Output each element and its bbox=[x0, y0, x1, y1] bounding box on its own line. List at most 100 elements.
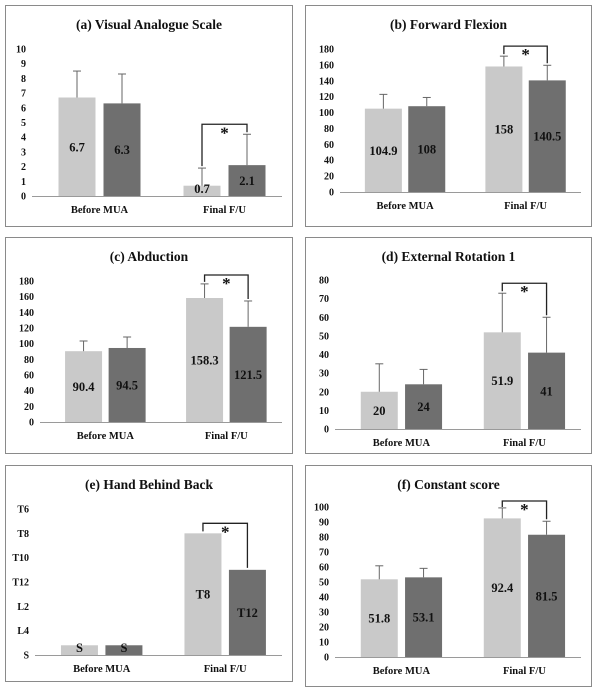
data-label: 41 bbox=[540, 384, 553, 398]
y-tick-label: 60 bbox=[319, 563, 329, 574]
bar-final bbox=[405, 577, 443, 657]
y-tick-label: 20 bbox=[319, 387, 329, 398]
data-label: 51.9 bbox=[491, 374, 513, 388]
data-label: 94.5 bbox=[116, 378, 138, 392]
y-tick-label: 10 bbox=[319, 406, 329, 417]
y-tick-label: 80 bbox=[319, 276, 329, 287]
y-tick-label: 8 bbox=[21, 74, 26, 85]
data-label: 108 bbox=[417, 143, 436, 157]
chart-abduction: (c) Abduction 0 20 40 60 80 100 120 140 160 180 90.… bbox=[5, 237, 293, 454]
chart-hand-behind-back: (e) Hand Behind Back S L4 L2 T12 T10 T8 T6 S T8 S T… bbox=[5, 465, 293, 682]
y-tick-label: 20 bbox=[319, 623, 329, 634]
category-label: Before MUA bbox=[373, 438, 431, 449]
y-tick-label: 0 bbox=[324, 425, 329, 436]
category-label: Final F/U bbox=[503, 666, 546, 677]
bar-final bbox=[228, 569, 266, 655]
y-tick-label: 50 bbox=[319, 331, 329, 342]
y-tick-label: 0 bbox=[29, 418, 34, 429]
panel-forward-flexion: (b) Forward Flexion 0 20 40 60 80 100 120 140 160… bbox=[305, 5, 592, 227]
bar-before bbox=[360, 391, 398, 429]
bar-final bbox=[528, 352, 566, 429]
error-bar bbox=[79, 340, 88, 352]
error-bar bbox=[498, 507, 507, 519]
data-label: 104.9 bbox=[369, 144, 397, 158]
data-label: 81.5 bbox=[536, 589, 558, 603]
significance-bracket bbox=[201, 123, 248, 167]
error-bar bbox=[419, 567, 428, 578]
data-label: 6.3 bbox=[114, 143, 130, 157]
y-tick-label: 7 bbox=[21, 89, 26, 100]
bar-before bbox=[184, 533, 222, 655]
chart-forward-flexion: (b) Forward Flexion 0 20 40 60 80 100 120 140 160… bbox=[305, 5, 592, 227]
data-label: 158 bbox=[495, 123, 514, 137]
significance-bracket bbox=[503, 45, 548, 64]
significance-bracket bbox=[203, 274, 249, 299]
error-bar bbox=[543, 64, 552, 81]
bar-before bbox=[483, 332, 521, 429]
error-bar bbox=[375, 565, 384, 580]
y-tick-label: T10 bbox=[12, 553, 29, 564]
y-tick-label: 140 bbox=[319, 76, 334, 87]
y-tick-label: 1 bbox=[21, 177, 26, 188]
y-tick-label: 9 bbox=[21, 59, 26, 70]
y-tick-label: S bbox=[23, 651, 29, 662]
error-bar bbox=[375, 363, 384, 392]
error-bar bbox=[498, 292, 507, 333]
bar-before bbox=[364, 108, 402, 192]
data-label: 6.7 bbox=[69, 140, 85, 154]
y-tick-label: 120 bbox=[319, 92, 334, 103]
data-label: 158.3 bbox=[190, 353, 218, 367]
y-tick-label: 60 bbox=[319, 313, 329, 324]
significance-bracket bbox=[501, 282, 548, 316]
bar-before bbox=[183, 185, 221, 196]
chart-external-rotation: (d) External Rotation 1 0 10 20 30 40 50 60 70 80… bbox=[305, 237, 592, 454]
y-tick-label: 40 bbox=[324, 156, 334, 167]
y-tick-label: 10 bbox=[319, 638, 329, 649]
error-bar bbox=[243, 133, 251, 166]
category-label: Before MUA bbox=[376, 201, 434, 212]
y-tick-label: 80 bbox=[324, 124, 334, 135]
y-tick-label: 20 bbox=[24, 402, 34, 413]
y-tick-label: 80 bbox=[319, 533, 329, 544]
bar-final bbox=[528, 80, 566, 192]
panel-hand-behind-back: (e) Hand Behind Back S L4 L2 T12 T10 T8 T6 S T8 S T… bbox=[5, 465, 293, 682]
category-label: Before MUA bbox=[73, 664, 131, 675]
data-label: T8 bbox=[196, 588, 211, 602]
error-bar bbox=[123, 336, 132, 348]
panel-title: (a) Visual Analogue Scale bbox=[76, 17, 222, 32]
significance-marker: * bbox=[521, 45, 530, 64]
y-tick-label: 180 bbox=[319, 45, 334, 56]
y-tick-label: 0 bbox=[21, 192, 26, 203]
data-label: 92.4 bbox=[491, 581, 514, 595]
y-tick-label: 60 bbox=[324, 140, 334, 151]
category-label: Final F/U bbox=[205, 431, 248, 442]
error-bar bbox=[198, 167, 206, 186]
bar-before bbox=[483, 518, 521, 657]
y-tick-label: 4 bbox=[21, 133, 26, 144]
y-tick-label: L2 bbox=[17, 602, 29, 613]
bar-final bbox=[229, 326, 267, 422]
bar-before bbox=[58, 97, 96, 196]
bar-final bbox=[108, 347, 146, 422]
data-label: S bbox=[76, 641, 83, 655]
significance-marker: * bbox=[221, 522, 230, 541]
error-bar bbox=[419, 368, 428, 385]
panel-title: (c) Abduction bbox=[110, 249, 189, 264]
category-label: Before MUA bbox=[71, 205, 129, 216]
y-tick-label: 30 bbox=[319, 608, 329, 619]
significance-bracket bbox=[501, 500, 548, 520]
y-tick-label: 0 bbox=[329, 188, 334, 199]
y-tick-label: T6 bbox=[17, 505, 29, 516]
category-label: Final F/U bbox=[503, 438, 546, 449]
panel-title: (e) Hand Behind Back bbox=[85, 477, 213, 492]
bar-final bbox=[105, 645, 143, 655]
significance-marker: * bbox=[520, 500, 529, 519]
y-tick-label: 3 bbox=[21, 147, 26, 158]
error-bar bbox=[422, 96, 431, 107]
bar-final bbox=[405, 384, 443, 429]
category-label: Final F/U bbox=[204, 664, 247, 675]
bar-before bbox=[360, 579, 398, 657]
y-tick-label: T8 bbox=[17, 529, 29, 540]
significance-bracket bbox=[202, 522, 249, 568]
bar-final bbox=[103, 103, 141, 196]
